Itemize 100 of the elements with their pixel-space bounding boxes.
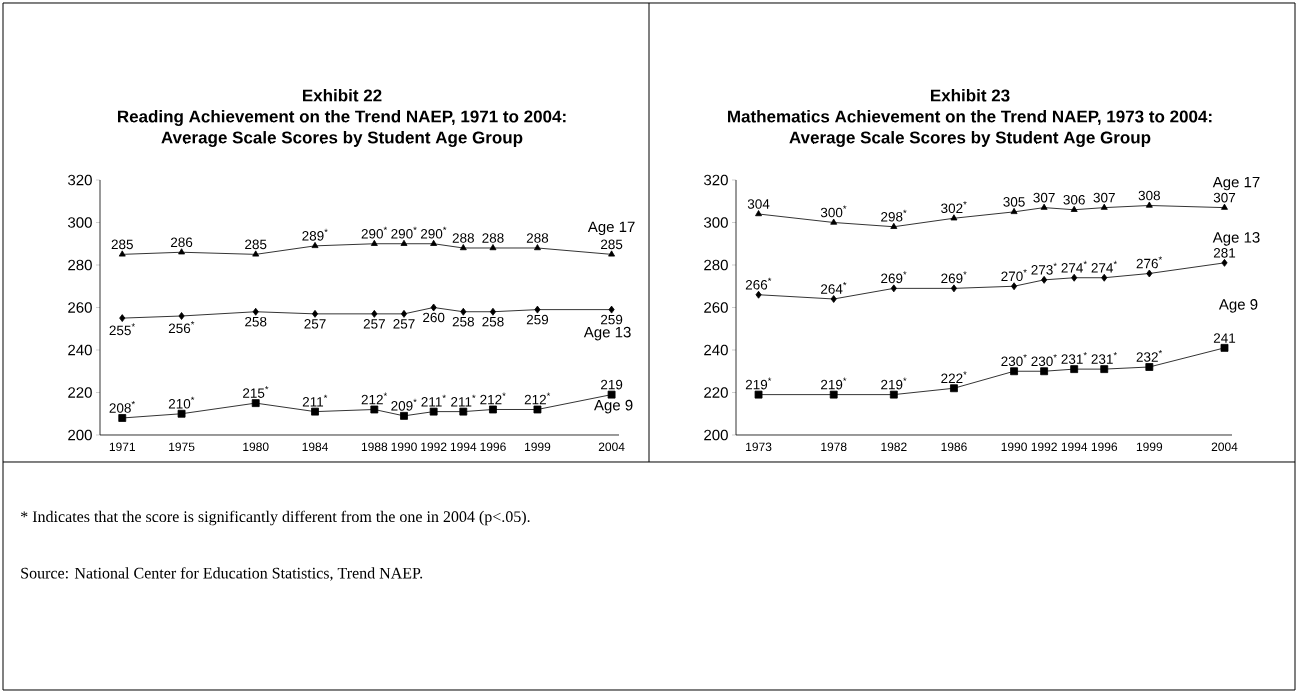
point xyxy=(429,407,438,416)
point xyxy=(607,390,616,399)
data-label: 230$^{*}$ xyxy=(1031,354,1057,367)
point xyxy=(459,244,467,251)
data-label: 211$^{*}$ xyxy=(451,394,476,407)
data-label: 210$^{*}$ xyxy=(168,396,195,409)
point xyxy=(1040,367,1049,376)
y-tick-label: 200 xyxy=(704,429,728,441)
data-label: 266$^{*}$ xyxy=(745,277,772,290)
point xyxy=(118,250,126,257)
point xyxy=(400,239,408,246)
data-label: 273$^{*}$ xyxy=(1031,262,1057,275)
point xyxy=(251,399,260,408)
data-label: 286 xyxy=(170,237,193,248)
point xyxy=(1010,367,1018,376)
data-label: 211$^{*}$ xyxy=(421,394,446,407)
point xyxy=(460,307,467,316)
data-label: 269$^{*}$ xyxy=(881,271,907,284)
x-tick-label: 2004 xyxy=(1211,442,1238,452)
data-label: 308 xyxy=(1138,190,1160,201)
point xyxy=(177,409,186,418)
data-label: 302$^{*}$ xyxy=(941,201,967,214)
point xyxy=(371,309,378,318)
x-tick-label: 1994 xyxy=(450,442,477,452)
point xyxy=(755,290,762,299)
point xyxy=(1146,269,1153,278)
y-tick-label: 220 xyxy=(704,387,728,398)
data-label: 230$^{*}$ xyxy=(1001,354,1027,367)
point xyxy=(1071,273,1078,282)
point xyxy=(400,411,408,420)
data-label: 285 xyxy=(601,239,623,250)
point xyxy=(311,241,319,249)
point xyxy=(830,295,837,303)
y-tick-label: 300 xyxy=(704,217,728,228)
data-label: 289$^{*}$ xyxy=(302,228,328,241)
point xyxy=(1145,201,1153,208)
data-label: 270$^{*}$ xyxy=(1001,269,1027,282)
point xyxy=(1100,365,1109,374)
y-tick-label: 240 xyxy=(68,344,92,356)
x-tick-label: 1994 xyxy=(1061,442,1088,452)
point xyxy=(1100,203,1108,210)
point xyxy=(1040,203,1048,210)
x-tick-label: 1992 xyxy=(1031,442,1057,452)
data-label: 256$^{*}$ xyxy=(168,321,195,334)
data-label: 264$^{*}$ xyxy=(821,281,847,294)
data-label: 231$^{*}$ xyxy=(1091,352,1117,364)
x-tick-label: 1978 xyxy=(821,442,847,452)
data-label: 305 xyxy=(1003,197,1025,207)
data-label: 260 xyxy=(423,312,445,323)
data-label: 255$^{*}$ xyxy=(109,323,135,336)
point xyxy=(489,405,497,414)
x-tick-label: 1999 xyxy=(1136,442,1163,452)
point xyxy=(1010,207,1018,215)
data-label: 259 xyxy=(601,314,623,325)
data-label: 209$^{*}$ xyxy=(391,398,417,411)
series-label: Age 13 xyxy=(1212,232,1260,246)
point xyxy=(1070,205,1078,212)
point xyxy=(430,303,437,312)
data-label: 219 xyxy=(601,379,623,390)
point xyxy=(829,390,838,399)
data-label: 274$^{*}$ xyxy=(1061,260,1087,273)
chart-title: Exhibit 23 xyxy=(931,89,1010,102)
point xyxy=(489,244,497,251)
data-label: 285 xyxy=(245,239,267,250)
point xyxy=(370,239,378,246)
text: * Indicates that the score is significantly different from the one in 2004 (p<.05). xyxy=(21,510,530,526)
data-label: 232$^{*}$ xyxy=(1136,349,1163,362)
point xyxy=(890,222,898,229)
point xyxy=(533,405,542,414)
x-tick-label: 1973 xyxy=(746,442,772,452)
data-label: 281 xyxy=(1213,248,1236,258)
data-label: 219$^{*}$ xyxy=(745,377,772,390)
data-label: 307 xyxy=(1213,192,1236,203)
point xyxy=(252,250,260,257)
data-label: 300$^{*}$ xyxy=(820,205,847,218)
point xyxy=(311,407,319,416)
data-label: 257 xyxy=(304,319,326,329)
data-label: 288 xyxy=(526,233,549,243)
y-tick-label: 280 xyxy=(704,259,728,271)
point xyxy=(608,250,616,257)
data-label: 290$^{*}$ xyxy=(361,226,388,239)
x-tick-label: 1988 xyxy=(361,442,388,452)
point xyxy=(534,244,541,251)
x-tick-label: 1975 xyxy=(169,442,195,452)
data-label: 274$^{*}$ xyxy=(1091,260,1117,273)
point xyxy=(950,384,958,393)
x-tick-label: 1996 xyxy=(480,442,506,452)
data-label: 304 xyxy=(747,199,770,209)
data-label: 276$^{*}$ xyxy=(1136,256,1163,269)
point xyxy=(1145,363,1154,371)
data-label: 259 xyxy=(526,314,549,325)
series-label: Age 9 xyxy=(594,399,633,414)
data-label: 258 xyxy=(482,316,504,327)
series-label: Age 17 xyxy=(1212,176,1260,191)
point xyxy=(1220,343,1229,352)
data-label: 212$^{*}$ xyxy=(361,392,388,405)
y-tick-label: 260 xyxy=(68,302,92,313)
data-label: 288 xyxy=(482,233,504,243)
data-label: 307 xyxy=(1033,192,1055,203)
chart-subtitle: Mathematics Achievement on the Trend NAEP, 1973 to 2004: Average Scale Scores by Student Age Group xyxy=(728,110,1212,147)
